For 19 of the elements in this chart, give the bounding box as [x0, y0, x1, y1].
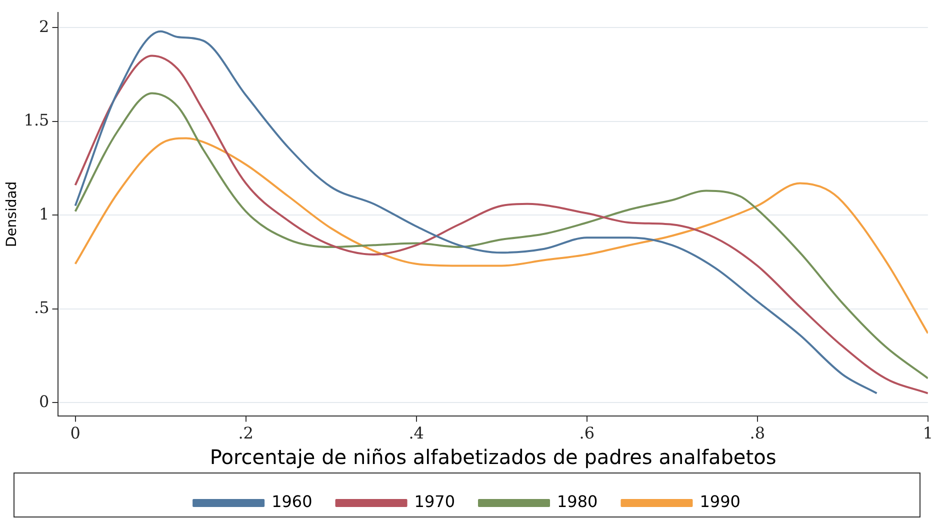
line-series	[74, 137, 928, 334]
legend-label: 1960	[272, 492, 312, 512]
legend-label: 1980	[557, 492, 598, 512]
x-tick-label: .4	[408, 424, 424, 443]
x-tick-label: .8	[750, 424, 766, 443]
y-tick-label: 0	[39, 392, 50, 411]
y-tick-label: 1	[39, 204, 50, 224]
y-axis-title: Densidad	[4, 181, 20, 248]
y-tick-label: 1.5	[24, 110, 50, 130]
legend-label: 1990	[700, 492, 740, 512]
line-series	[74, 92, 928, 380]
x-tick-label: .6	[579, 424, 594, 443]
x-axis-title: Porcentaje de niños alfabetizados de padres analfabetos	[210, 445, 776, 470]
x-tick-label: 0	[70, 424, 80, 443]
y-tick-label: 2	[39, 16, 50, 36]
legend-label: 1970	[414, 492, 455, 512]
y-tick-label: .5	[34, 298, 50, 318]
x-tick-label: .2	[238, 424, 254, 443]
x-tick-label: 1	[922, 424, 934, 443]
